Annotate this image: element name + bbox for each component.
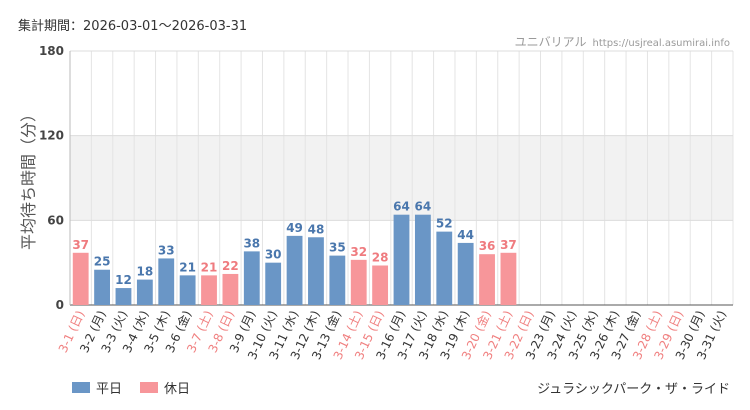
legend-weekday-swatch — [72, 382, 90, 393]
source-url[interactable]: https://usjreal.asumirai.info — [592, 38, 730, 49]
legend-holiday-label: 休日 — [164, 382, 191, 397]
grid-band — [70, 135, 733, 221]
bar — [500, 252, 517, 305]
bar — [179, 275, 196, 305]
bar-value-label: 28 — [372, 250, 389, 264]
bar-value-label: 18 — [137, 265, 154, 279]
period-title: 集計期間 — [18, 19, 71, 34]
bar-value-label: 38 — [243, 236, 260, 250]
bar — [457, 242, 474, 305]
bar-value-label: 22 — [222, 259, 239, 273]
bar — [136, 279, 153, 305]
y-tick-label: 120 — [39, 129, 64, 143]
legend-weekday-label: 平日 — [96, 382, 123, 397]
bar — [72, 252, 89, 305]
bar-value-label: 37 — [500, 238, 517, 252]
period-range: 2026-03-01～2026-03-31 — [83, 19, 248, 34]
legend-weekday[interactable]: 平日 — [72, 378, 122, 397]
legend: 平日 休日 — [72, 378, 208, 397]
y-tick-label: 60 — [47, 213, 64, 227]
bar-value-label: 35 — [329, 241, 346, 255]
bar — [436, 231, 453, 305]
source-credit: ユニバリアル https://usjreal.asumirai.info — [515, 33, 730, 50]
bar-value-label: 48 — [308, 222, 325, 236]
period-label: 集計期間：2026-03-01～2026-03-31 — [18, 15, 247, 34]
bar — [414, 214, 431, 305]
bar-value-label: 52 — [436, 217, 453, 231]
bar-value-label: 49 — [286, 221, 303, 235]
bar — [94, 269, 110, 305]
source-name: ユニバリアル — [514, 35, 587, 49]
bar — [201, 275, 217, 305]
bar — [286, 235, 303, 305]
bar — [222, 273, 239, 305]
bar-value-label: 36 — [479, 239, 496, 253]
bar-value-label: 25 — [94, 255, 111, 269]
y-tick-label: 180 — [39, 44, 64, 58]
bar — [243, 251, 260, 305]
bar — [479, 254, 495, 305]
bar — [158, 258, 175, 305]
bar — [393, 214, 410, 305]
bar-value-label: 32 — [350, 245, 367, 259]
bar — [329, 255, 346, 305]
y-tick-label: 0 — [56, 298, 64, 312]
bar-value-label: 21 — [179, 260, 196, 274]
bar-value-label: 64 — [393, 200, 410, 214]
bar-value-label: 21 — [201, 260, 218, 274]
bar-value-label: 37 — [72, 238, 89, 252]
bar — [265, 262, 282, 305]
bar — [350, 259, 367, 305]
attraction-name: ジュラシックパーク・ザ・ライド — [537, 382, 730, 397]
bar — [308, 237, 324, 305]
bar-value-label: 44 — [457, 228, 474, 242]
legend-holiday-swatch — [140, 382, 159, 393]
bar-value-label: 33 — [158, 243, 175, 257]
legend-holiday[interactable]: 休日 — [140, 378, 190, 397]
bar-value-label: 64 — [415, 200, 432, 214]
bar — [115, 288, 132, 305]
period-colon: ： — [70, 19, 84, 34]
bar-value-label: 30 — [265, 248, 282, 262]
bar — [372, 265, 389, 305]
y-axis-title: 平均待ち時間（分） — [19, 106, 38, 250]
bar-value-label: 12 — [115, 273, 132, 287]
